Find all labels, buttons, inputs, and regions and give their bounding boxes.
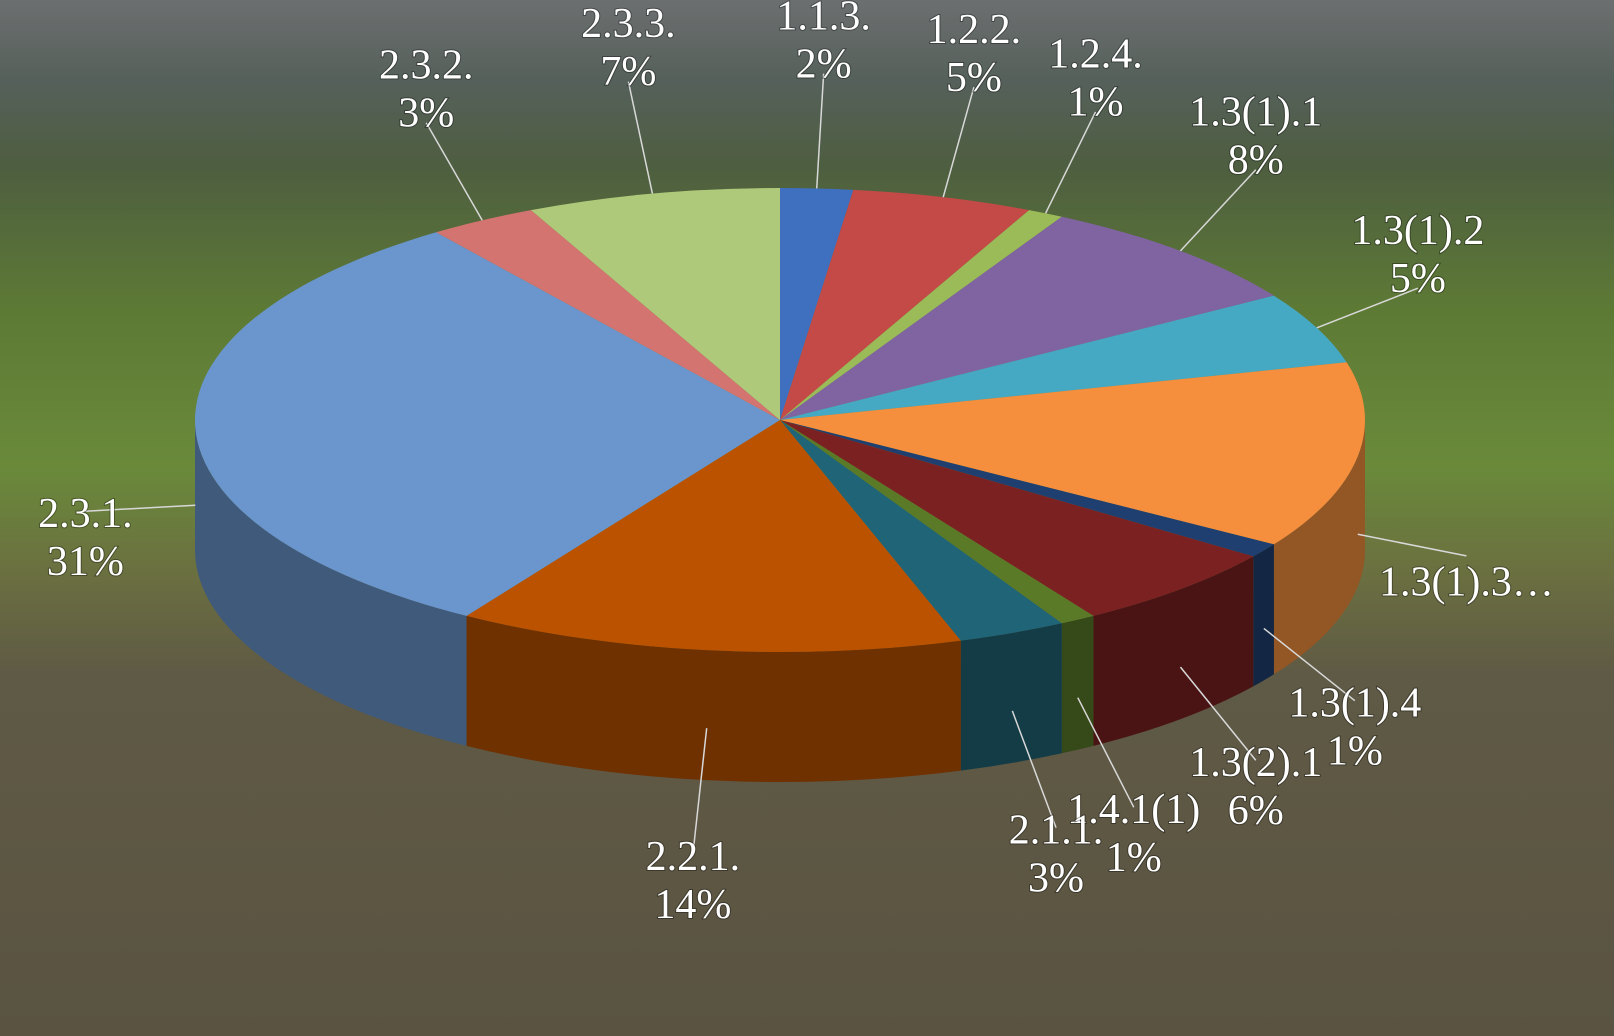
value-label: 1% bbox=[1106, 835, 1162, 881]
category-label: 2.2.1. bbox=[646, 834, 741, 880]
leader-line bbox=[943, 87, 974, 197]
leader-line bbox=[426, 123, 482, 221]
leader-line bbox=[628, 82, 652, 194]
category-label: 1.3(1).3… bbox=[1379, 559, 1554, 605]
category-label: 1.1.3. bbox=[776, 0, 871, 39]
category-label: 1.3(1).2 bbox=[1351, 208, 1484, 254]
category-label: 2.3.2. bbox=[379, 42, 474, 88]
category-label: 1.3(1).1 bbox=[1189, 89, 1322, 135]
slice-side bbox=[1062, 616, 1094, 753]
value-label: 6% bbox=[1228, 788, 1284, 834]
slice-side bbox=[961, 623, 1062, 770]
chart: 1.1.3.2%1.2.2.5%1.2.4.1%1.3(1).18%1.3(1)… bbox=[0, 0, 1614, 1036]
value-label: 5% bbox=[946, 55, 1002, 101]
value-label: 7% bbox=[600, 49, 656, 95]
category-label: 2.3.3. bbox=[581, 1, 676, 47]
value-label: 3% bbox=[1028, 855, 1084, 901]
value-label: 8% bbox=[1228, 137, 1284, 183]
category-label: 1.2.4. bbox=[1048, 32, 1143, 78]
value-label: 3% bbox=[398, 90, 454, 136]
leader-line bbox=[1046, 112, 1096, 213]
leader-line bbox=[1358, 534, 1467, 556]
value-label: 5% bbox=[1390, 256, 1446, 302]
value-label: 14% bbox=[654, 882, 731, 928]
category-label: 2.1.1. bbox=[1009, 807, 1104, 853]
category-label: 2.3.1. bbox=[38, 491, 133, 537]
category-label: 1.2.2. bbox=[927, 7, 1022, 53]
leader-line bbox=[817, 74, 824, 189]
category-label: 1.3(1).4 bbox=[1288, 680, 1421, 726]
value-label: 1% bbox=[1327, 728, 1383, 774]
value-label: 1% bbox=[1068, 80, 1124, 126]
value-label: 2% bbox=[796, 41, 852, 87]
slice-side bbox=[1253, 544, 1274, 686]
value-label: 31% bbox=[47, 539, 124, 585]
category-label: 1.3(2).1 bbox=[1189, 740, 1322, 786]
